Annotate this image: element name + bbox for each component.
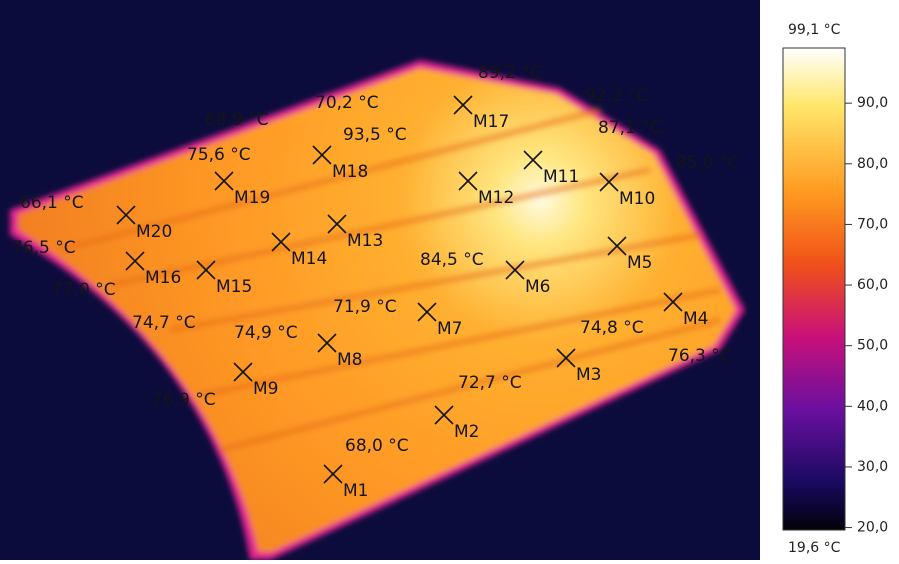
temperature-label: 71,9 °C — [333, 297, 397, 317]
thermal-screen: M1 M2 M3 M4 M5 M6 M7 M8 M9 M10 M11 M12 M13 M14 M15 M16 M… — [0, 0, 899, 560]
marker-label: M2 — [454, 422, 479, 442]
marker-label: M18 — [332, 162, 368, 182]
marker-label: M15 — [216, 277, 252, 297]
marker-label: M5 — [627, 253, 652, 273]
scale-tick-label: 20,0 — [857, 520, 888, 536]
scale-max: 99,1 °C — [788, 22, 841, 38]
temperature-label: 74,7 °C — [132, 313, 196, 333]
scale-tick-label: 80,0 — [857, 156, 888, 172]
scale-tick-label: 70,0 — [857, 216, 888, 232]
temperature-label: 93,5 °C — [343, 125, 407, 145]
temperature-label: 75,6 °C — [187, 145, 251, 165]
marker-label: M13 — [347, 231, 383, 251]
temperature-label: 92,2 °C — [585, 86, 649, 106]
temperature-label: 87,1 °C — [598, 118, 662, 138]
marker-label: M19 — [234, 188, 270, 208]
temperature-label: 76,5 °C — [12, 238, 76, 258]
temperature-label: 74,8 °C — [580, 318, 644, 338]
scale-tick-label: 60,0 — [857, 277, 888, 293]
temperature-label: 66,1 °C — [20, 193, 84, 213]
marker-label: M7 — [437, 319, 462, 339]
temperature-label: 89,2 °C — [478, 63, 542, 83]
color-scale: 99,1 °C 19,6 °C 90,0 80,0 70,0 60,0 50,0 40,0… — [783, 22, 888, 556]
scale-tick-label: 90,0 — [857, 95, 888, 111]
temperature-label: 68,0 °C — [345, 436, 409, 456]
marker-label: M14 — [291, 249, 327, 269]
temperature-label: 76,9 °C — [152, 390, 216, 410]
temperature-label: 68,9 °C — [205, 110, 269, 130]
temperature-label: 70,2 °C — [315, 93, 379, 113]
color-bar — [783, 48, 845, 530]
scale-tick-label: 30,0 — [857, 459, 888, 475]
marker-label: M11 — [543, 167, 579, 187]
temperature-label: 85,0 °C — [676, 153, 740, 173]
marker-label: M4 — [683, 309, 708, 329]
temperature-label: 84,5 °C — [420, 250, 484, 270]
marker-label: M20 — [136, 222, 172, 242]
scale-tick-label: 50,0 — [857, 338, 888, 354]
marker-label: M9 — [253, 379, 278, 399]
scale-min: 19,6 °C — [788, 540, 841, 556]
temperature-label: 77,0 °C — [52, 280, 116, 300]
marker-label: M1 — [343, 481, 368, 501]
marker-label: M3 — [576, 365, 601, 385]
temperature-label: 76,3 °C — [668, 346, 732, 366]
marker-label: M16 — [145, 268, 181, 288]
marker-label: M12 — [478, 188, 514, 208]
temperature-label: 74,9 °C — [234, 323, 298, 343]
marker-label: M8 — [337, 350, 362, 370]
marker-label: M17 — [473, 112, 509, 132]
temperature-label: 72,7 °C — [458, 373, 522, 393]
scale-tick-label: 40,0 — [857, 398, 888, 414]
marker-label: M10 — [619, 189, 655, 209]
marker-label: M6 — [525, 277, 550, 297]
